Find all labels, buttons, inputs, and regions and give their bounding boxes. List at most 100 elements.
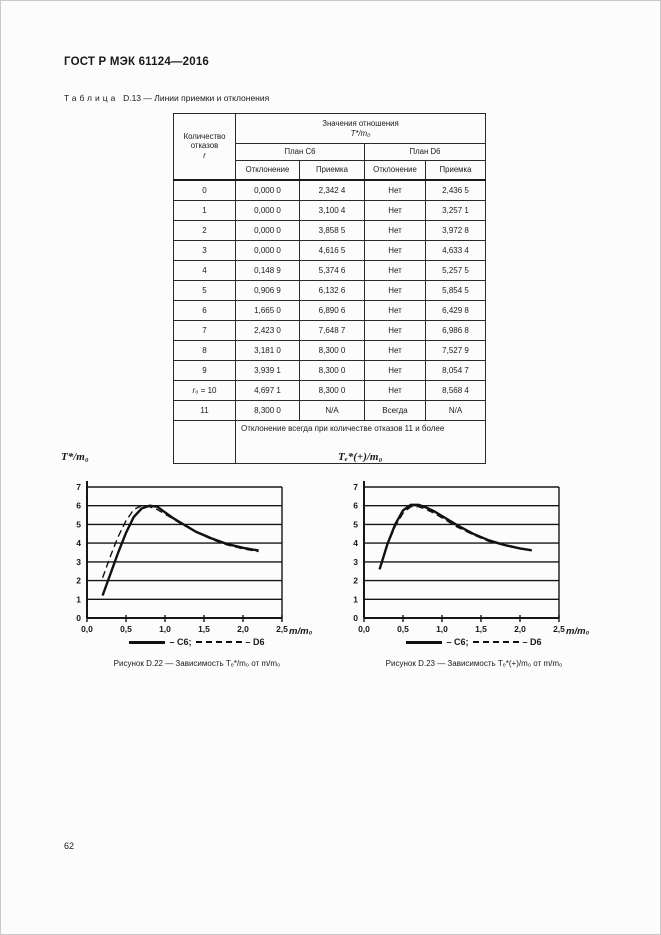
cell-d6-acceptance: 6,986 8 xyxy=(425,319,486,341)
cell-failures: 11 xyxy=(173,399,236,421)
table-caption-word: Таблица xyxy=(64,93,119,103)
x-tick-label: 2,5 xyxy=(276,624,288,634)
cell-c6-rejection: 3,939 1 xyxy=(235,359,300,381)
y-tick-label: 1 xyxy=(353,594,358,604)
cell-c6-rejection: 8,300 0 xyxy=(235,399,300,421)
cell-c6-acceptance: N/A xyxy=(299,399,365,421)
y-tick-label: 0 xyxy=(76,613,81,623)
table-row: 6 1,665 0 6,890 6 Нет 6,429 8 xyxy=(173,299,486,321)
footer-empty-cell xyxy=(173,419,236,464)
x-tick-label: 2,0 xyxy=(237,624,249,634)
cell-c6-rejection: 2,423 0 xyxy=(235,319,300,341)
legend-d6-label: – D6 xyxy=(245,637,265,647)
cell-c6-acceptance: 5,374 6 xyxy=(299,259,365,281)
cell-c6-rejection: 0,000 0 xyxy=(235,199,300,221)
cell-d6-acceptance: 3,972 8 xyxy=(425,219,486,241)
cell-c6-acceptance: 7,648 7 xyxy=(299,319,365,341)
document-title: ГОСТ Р МЭК 61124—2016 xyxy=(64,56,210,68)
cell-d6-rejection: Всегда xyxy=(364,399,426,421)
chart-y-axis-label: Tₑ*(+)/m₀ xyxy=(338,451,383,463)
series-d6-line xyxy=(101,504,259,579)
footer-note: Отклонение всегда при количестве отказов… xyxy=(235,419,486,464)
cell-failures: 7 xyxy=(173,319,236,341)
y-tick-label: 6 xyxy=(76,501,81,511)
x-tick-label: 1,5 xyxy=(475,624,487,634)
y-tick-label: 2 xyxy=(76,576,81,586)
legend-c6-label: – C6; xyxy=(169,637,192,647)
cell-d6-rejection: Нет xyxy=(364,279,426,301)
acceptance-rejection-table: Количество отказов r Значения отношения … xyxy=(173,113,486,464)
page-number: 62 xyxy=(64,841,75,851)
header-failures: Количество отказов r xyxy=(173,113,236,181)
y-tick-label: 5 xyxy=(76,519,81,529)
legend-d6-swatch xyxy=(472,641,519,643)
cell-c6-acceptance: 6,132 6 xyxy=(299,279,365,301)
cell-d6-acceptance: 8,054 7 xyxy=(425,359,486,381)
header-plan-c6: План C6 xyxy=(235,143,365,161)
cell-c6-rejection: 0,000 0 xyxy=(235,239,300,261)
cell-c6-rejection: 0,000 0 xyxy=(235,219,300,241)
cell-c6-acceptance: 4,616 5 xyxy=(299,239,365,261)
cell-d6-acceptance: 5,257 5 xyxy=(425,259,486,281)
x-tick-label: 1,0 xyxy=(436,624,448,634)
table-row: 1 0,000 0 3,100 4 Нет 3,257 1 xyxy=(173,199,486,221)
cell-failures: 1 xyxy=(173,199,236,221)
x-tick-label: 0,0 xyxy=(358,624,370,634)
cell-d6-acceptance: N/A xyxy=(425,399,486,421)
y-tick-label: 1 xyxy=(76,594,81,604)
header-failures-symbol: r xyxy=(203,151,206,161)
cell-failures: r₀ = 10 xyxy=(173,379,236,401)
header-values-formula: T*/m₀ xyxy=(350,128,371,138)
x-tick-label: 1,5 xyxy=(198,624,210,634)
y-tick-label: 3 xyxy=(353,557,358,567)
x-axis-label: m/m₀ xyxy=(289,626,313,636)
cell-c6-rejection: 0,000 0 xyxy=(235,179,300,201)
x-tick-label: 1,0 xyxy=(159,624,171,634)
table-row: 9 3,939 1 8,300 0 Нет 8,054 7 xyxy=(173,359,486,381)
y-tick-label: 4 xyxy=(76,538,81,548)
header-c6-rejection: Отклонение xyxy=(235,160,300,181)
cell-c6-acceptance: 8,300 0 xyxy=(299,379,365,401)
cell-failures: 9 xyxy=(173,359,236,381)
cell-c6-rejection: 4,697 1 xyxy=(235,379,300,401)
figure-caption-d22: Рисунок D.22 — Зависимость Tₑ*/m₀ от m/m… xyxy=(113,659,281,668)
series-d6-line xyxy=(378,506,532,570)
cell-c6-rejection: 0,148 9 xyxy=(235,259,300,281)
cell-failures: 4 xyxy=(173,259,236,281)
table-row: 3 0,000 0 4,616 5 Нет 4,633 4 xyxy=(173,239,486,261)
cell-d6-acceptance: 2,436 5 xyxy=(425,179,486,201)
y-tick-label: 7 xyxy=(76,482,81,492)
cell-d6-acceptance: 3,257 1 xyxy=(425,199,486,221)
series-c6-line xyxy=(101,504,259,596)
cell-d6-rejection: Нет xyxy=(364,299,426,321)
cell-c6-acceptance: 3,858 5 xyxy=(299,219,365,241)
x-tick-label: 2,5 xyxy=(553,624,565,634)
cell-c6-rejection: 0,906 9 xyxy=(235,279,300,301)
cell-d6-rejection: Нет xyxy=(364,179,426,201)
cell-failures: 0 xyxy=(173,179,236,201)
header-values-title: Значения отношения T*/m₀ xyxy=(235,113,486,144)
header-plan-d6: План D6 xyxy=(364,143,486,161)
cell-c6-acceptance: 8,300 0 xyxy=(299,359,365,381)
cell-d6-rejection: Нет xyxy=(364,379,426,401)
y-tick-label: 7 xyxy=(353,482,358,492)
legend-c6-label: – C6; xyxy=(446,637,469,647)
x-tick-label: 0,5 xyxy=(120,624,132,634)
cell-d6-rejection: Нет xyxy=(364,339,426,361)
table-row: 0 0,000 0 2,342 4 Нет 2,436 5 xyxy=(173,179,486,201)
cell-d6-rejection: Нет xyxy=(364,199,426,221)
x-tick-label: 0,0 xyxy=(81,624,93,634)
table-row: r₀ = 10 4,697 1 8,300 0 Нет 8,568 4 xyxy=(173,379,486,401)
x-axis-label: m/m₀ xyxy=(566,626,590,636)
header-c6-acceptance: Приемка xyxy=(299,160,365,181)
figure-d23: Tₑ*(+)/m₀ 0 1 2 3 4 5 6 7 0,0 0,5 1,0 1,5 2,0 2,5 m/m₀… xyxy=(328,451,620,668)
cell-failures: 2 xyxy=(173,219,236,241)
cell-c6-acceptance: 3,100 4 xyxy=(299,199,365,221)
cell-d6-acceptance: 5,854 5 xyxy=(425,279,486,301)
y-tick-label: 0 xyxy=(353,613,358,623)
header-failures-line1: Количество xyxy=(183,131,226,141)
cell-c6-rejection: 1,665 0 xyxy=(235,299,300,321)
legend-d6-label: – D6 xyxy=(522,637,542,647)
figure-caption-d23: Рисунок D.23 — Зависимость Tₑ*(+)/m₀ от … xyxy=(385,659,563,668)
cell-d6-acceptance: 8,568 4 xyxy=(425,379,486,401)
